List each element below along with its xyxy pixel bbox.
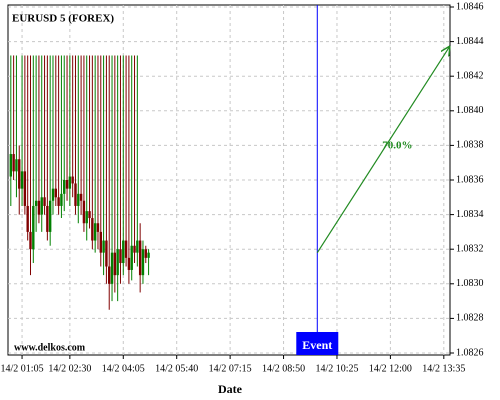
x-tick-label: 14/2 07:15 xyxy=(209,363,252,374)
candle-body xyxy=(54,188,57,198)
y-tick-label: 1.0846 xyxy=(456,1,484,12)
x-tick-label: 14/2 10:25 xyxy=(315,363,358,374)
candle-body xyxy=(138,240,142,276)
candle-body xyxy=(116,249,119,276)
candle-body xyxy=(74,183,77,206)
x-tick-label: 14/2 13:35 xyxy=(422,363,465,374)
candle-body xyxy=(12,154,15,172)
candle-body xyxy=(141,249,145,276)
candle-body xyxy=(48,200,52,232)
y-tick-label: 1.0844 xyxy=(456,36,484,47)
candle-body xyxy=(82,200,86,224)
candle-body xyxy=(23,171,27,206)
candle-body xyxy=(133,245,136,253)
y-tick-label: 1.0830 xyxy=(456,278,484,289)
candle-body xyxy=(63,180,66,194)
y-tick-label: 1.0836 xyxy=(456,174,484,185)
candle-body xyxy=(147,252,150,258)
y-tick-label: 1.0832 xyxy=(456,243,484,254)
y-tick-label: 1.0828 xyxy=(456,313,484,324)
candle-body xyxy=(136,240,139,253)
candle-body xyxy=(122,240,125,264)
event-box xyxy=(296,332,339,355)
x-tick-label: 14/2 12:00 xyxy=(369,363,412,374)
y-tick-label: 1.0826 xyxy=(456,347,484,358)
candle-body xyxy=(29,231,32,250)
y-tick-label: 1.0842 xyxy=(456,70,484,81)
candle-body xyxy=(127,257,131,270)
x-tick-label: 14/2 01:05 xyxy=(1,363,44,374)
y-tick-label: 1.0838 xyxy=(456,140,484,151)
candle-body xyxy=(113,252,117,276)
x-tick-label: 14/2 02:30 xyxy=(48,363,91,374)
candle-body xyxy=(46,205,49,232)
candle-body xyxy=(26,205,29,232)
candle-body xyxy=(34,200,38,206)
watermark: www.delkos.com xyxy=(14,342,86,353)
candle-body xyxy=(99,231,102,253)
candle-body xyxy=(105,240,108,267)
candle-body xyxy=(40,197,43,215)
forecast-label: 70.0% xyxy=(382,139,412,151)
candle-body xyxy=(68,176,72,189)
y-tick-label: 1.0834 xyxy=(456,209,484,220)
x-tick-label: 14/2 05:40 xyxy=(155,363,198,374)
candle-body xyxy=(96,223,100,232)
event-label: Event xyxy=(302,338,332,352)
candle-body xyxy=(60,193,63,206)
candle-body xyxy=(124,240,128,258)
candle-body xyxy=(43,197,46,206)
candle-body xyxy=(77,193,80,206)
candle-body xyxy=(108,266,111,284)
candle-body xyxy=(119,249,122,264)
x-tick-label: 14/2 04:05 xyxy=(102,363,145,374)
candle-body xyxy=(91,218,94,241)
candle-body xyxy=(110,252,114,284)
candle-body xyxy=(102,240,105,253)
x-tick-label: 14/2 08:50 xyxy=(262,363,305,374)
y-tick-label: 1.0840 xyxy=(456,105,484,116)
candle-body xyxy=(37,200,41,215)
candle-body xyxy=(9,154,13,177)
candle-body xyxy=(79,193,83,201)
candle-body xyxy=(85,211,88,224)
candle-body xyxy=(93,223,97,241)
candle-body xyxy=(57,197,60,206)
candle-body xyxy=(65,180,69,189)
x-axis-label: Date xyxy=(218,382,243,396)
candle-body xyxy=(144,249,147,258)
chart-title: EURUSD 5 (FOREX) xyxy=(12,13,114,25)
candle-body xyxy=(88,211,91,219)
candle-body xyxy=(20,171,24,189)
candle-body xyxy=(15,159,18,172)
candle-body xyxy=(71,176,74,184)
candle-body xyxy=(32,205,35,250)
candle-body xyxy=(130,245,133,270)
forecast-arrow xyxy=(316,47,449,253)
candle-body xyxy=(18,159,21,189)
candle-body xyxy=(51,188,55,201)
